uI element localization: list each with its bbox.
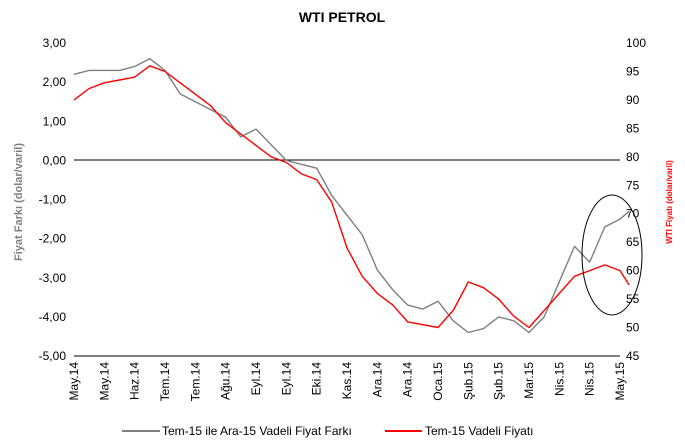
y-right-tick-label: 90 [626, 93, 640, 107]
x-tick-label: Eyl.14 [249, 362, 263, 396]
x-tick-label: Ara.14 [370, 362, 384, 398]
x-tick-label: Tem.14 [158, 362, 172, 402]
y-axis-right-label: WTI Fiyatı (dolar/varil) [665, 160, 674, 244]
legend-label-price: Tem-15 Vadeli Fiyatı [425, 424, 534, 438]
x-tick-label: Şub.15 [492, 362, 506, 400]
y-left-tick-label: -2,00 [39, 232, 67, 246]
x-tick-label: Şub.15 [461, 362, 475, 400]
y-right-tick-label: 70 [626, 207, 640, 221]
y-right-tick-label: 85 [626, 121, 640, 135]
y-left-tick-label: 2,00 [43, 75, 67, 89]
x-tick-label: Ara.14 [401, 362, 415, 398]
y-left-tick-labels: 3,00 2,00 1,00 0,00 -1,00 -2,00 -3,00 -4,00 -5,0… [39, 36, 67, 363]
x-tick-labels: May.14 May.14 Haz.14 Tem.14 Tem.14 Ağu.14 Eyl.… [67, 362, 627, 402]
x-tick-label: Mar.15 [522, 362, 536, 399]
y-right-tick-label: 60 [626, 264, 640, 278]
x-tick-label: Ağu.14 [219, 362, 233, 400]
x-tick-label: Haz.14 [128, 362, 142, 400]
y-left-tick-label: -3,00 [39, 271, 67, 285]
y-right-tick-label: 50 [626, 321, 640, 335]
x-tick-label: Nis.15 [552, 362, 566, 396]
x-tick-label: May.14 [67, 362, 81, 401]
legend-label-spread: Tem-15 ile Ara-15 Vadeli Fiyat Farkı [162, 424, 352, 438]
x-tick-label: Kas.14 [340, 362, 354, 400]
spread-series-line [73, 58, 630, 334]
y-left-tick-label: -1,00 [39, 193, 67, 207]
x-tick-label: May.15 [613, 362, 627, 401]
y-right-tick-label: 45 [626, 349, 640, 363]
highlight-ellipse [581, 194, 643, 316]
y-right-tick-label: 65 [626, 235, 640, 249]
series-lines [73, 58, 630, 334]
y-right-tick-label: 100 [626, 36, 646, 50]
x-tick-label: Oca.15 [431, 362, 445, 401]
y-left-tick-label: -4,00 [39, 310, 67, 324]
legend: Tem-15 ile Ara-15 Vadeli Fiyat Farkı Tem… [122, 424, 534, 438]
x-tick-label: May.14 [97, 362, 111, 401]
y-left-tick-label: 0,00 [43, 153, 67, 167]
y-right-tick-label: 95 [626, 64, 640, 78]
y-left-tick-label: -5,00 [39, 349, 67, 363]
x-tick-label: Tem.14 [188, 362, 202, 402]
y-axis-left-label: Fiyat Farkı (dolar/varil) [13, 143, 25, 261]
chart-title: WTI PETROL [299, 9, 386, 25]
price-series-line [73, 65, 630, 329]
y-left-tick-label: 1,00 [43, 114, 67, 128]
y-right-tick-label: 75 [626, 178, 640, 192]
y-right-tick-label: 80 [626, 150, 640, 164]
x-tick-label: Eki.14 [310, 362, 324, 396]
y-left-tick-label: 3,00 [43, 36, 67, 50]
x-tick-label: Nis.15 [583, 362, 597, 396]
x-tick-label: Eyl.14 [279, 362, 293, 396]
